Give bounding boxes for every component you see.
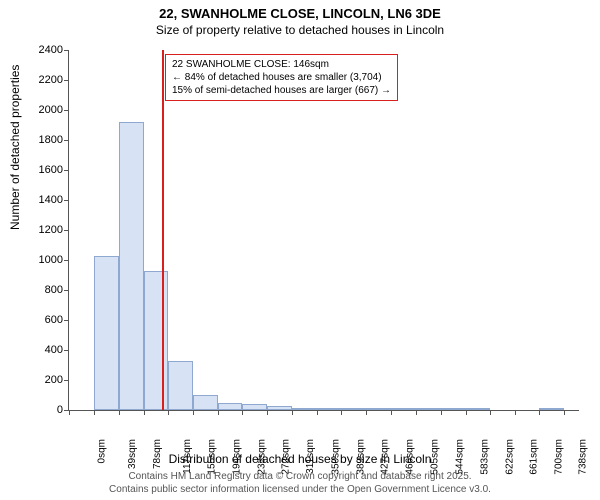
x-tick-mark bbox=[341, 410, 342, 415]
plot-area: 22 SWANHOLME CLOSE: 146sqm ← 84% of deta… bbox=[68, 50, 579, 411]
y-tick-label: 1400 bbox=[29, 194, 63, 206]
marker-info-box: 22 SWANHOLME CLOSE: 146sqm ← 84% of deta… bbox=[165, 54, 398, 101]
credits-line-2: Contains public sector information licen… bbox=[0, 484, 600, 497]
x-tick-mark bbox=[119, 410, 120, 415]
x-tick-mark bbox=[218, 410, 219, 415]
x-tick-mark bbox=[242, 410, 243, 415]
histogram-bar bbox=[193, 395, 218, 410]
histogram-bar bbox=[94, 256, 119, 411]
x-tick-mark bbox=[515, 410, 516, 415]
chart-title-line2: Size of property relative to detached ho… bbox=[0, 23, 600, 37]
y-tick-mark bbox=[64, 230, 69, 231]
histogram-bar bbox=[242, 404, 267, 410]
x-tick-mark bbox=[391, 410, 392, 415]
y-tick-mark bbox=[64, 350, 69, 351]
y-tick-mark bbox=[64, 290, 69, 291]
info-line-1: 22 SWANHOLME CLOSE: 146sqm bbox=[172, 58, 391, 71]
y-tick-mark bbox=[64, 380, 69, 381]
x-tick-mark bbox=[441, 410, 442, 415]
histogram-bar bbox=[539, 408, 564, 410]
x-tick-mark bbox=[193, 410, 194, 415]
x-tick-mark bbox=[466, 410, 467, 415]
histogram-bar bbox=[416, 408, 441, 410]
x-axis-label: Distribution of detached houses by size … bbox=[0, 452, 600, 466]
histogram-bar bbox=[144, 271, 168, 411]
credits-line-1: Contains HM Land Registry data © Crown c… bbox=[0, 471, 600, 484]
histogram-bar bbox=[267, 406, 292, 410]
chart-title-line1: 22, SWANHOLME CLOSE, LINCOLN, LN6 3DE bbox=[0, 0, 600, 23]
histogram-bar bbox=[119, 122, 144, 410]
x-tick-mark bbox=[317, 410, 318, 415]
x-tick-mark bbox=[94, 410, 95, 415]
y-tick-mark bbox=[64, 80, 69, 81]
histogram-bar bbox=[341, 408, 366, 410]
histogram-bar bbox=[218, 403, 243, 411]
y-axis-label: Number of detached properties bbox=[8, 65, 22, 230]
y-tick-label: 1200 bbox=[29, 224, 63, 236]
y-tick-label: 1600 bbox=[29, 164, 63, 176]
y-tick-label: 0 bbox=[29, 404, 63, 416]
histogram-bar bbox=[168, 361, 193, 411]
x-tick-mark bbox=[267, 410, 268, 415]
y-tick-mark bbox=[64, 170, 69, 171]
histogram-bar bbox=[466, 408, 491, 410]
y-tick-label: 1000 bbox=[29, 254, 63, 266]
x-tick-mark bbox=[366, 410, 367, 415]
chart-container: 22, SWANHOLME CLOSE, LINCOLN, LN6 3DE Si… bbox=[0, 0, 600, 500]
x-tick-mark bbox=[144, 410, 145, 415]
histogram-bar bbox=[391, 408, 416, 410]
y-tick-mark bbox=[64, 320, 69, 321]
histogram-bar bbox=[317, 408, 341, 410]
x-tick-mark bbox=[564, 410, 565, 415]
x-tick-mark bbox=[69, 410, 70, 415]
histogram-bar bbox=[366, 408, 391, 410]
x-tick-mark bbox=[168, 410, 169, 415]
y-tick-label: 2200 bbox=[29, 74, 63, 86]
info-line-2: ← 84% of detached houses are smaller (3,… bbox=[172, 71, 391, 84]
credits: Contains HM Land Registry data © Crown c… bbox=[0, 471, 600, 496]
x-tick-mark bbox=[490, 410, 491, 415]
y-tick-mark bbox=[64, 50, 69, 51]
y-tick-label: 200 bbox=[29, 374, 63, 386]
histogram-bar bbox=[441, 408, 466, 410]
y-tick-mark bbox=[64, 200, 69, 201]
y-tick-mark bbox=[64, 110, 69, 111]
info-line-3: 15% of semi-detached houses are larger (… bbox=[172, 84, 391, 97]
histogram-bar bbox=[292, 408, 317, 410]
x-tick-mark bbox=[539, 410, 540, 415]
y-tick-mark bbox=[64, 260, 69, 261]
y-tick-label: 2400 bbox=[29, 44, 63, 56]
y-tick-label: 800 bbox=[29, 284, 63, 296]
y-tick-label: 400 bbox=[29, 344, 63, 356]
x-tick-mark bbox=[416, 410, 417, 415]
y-tick-mark bbox=[64, 140, 69, 141]
x-tick-mark bbox=[292, 410, 293, 415]
y-tick-label: 2000 bbox=[29, 104, 63, 116]
y-tick-label: 600 bbox=[29, 314, 63, 326]
marker-line bbox=[162, 50, 164, 410]
y-tick-label: 1800 bbox=[29, 134, 63, 146]
